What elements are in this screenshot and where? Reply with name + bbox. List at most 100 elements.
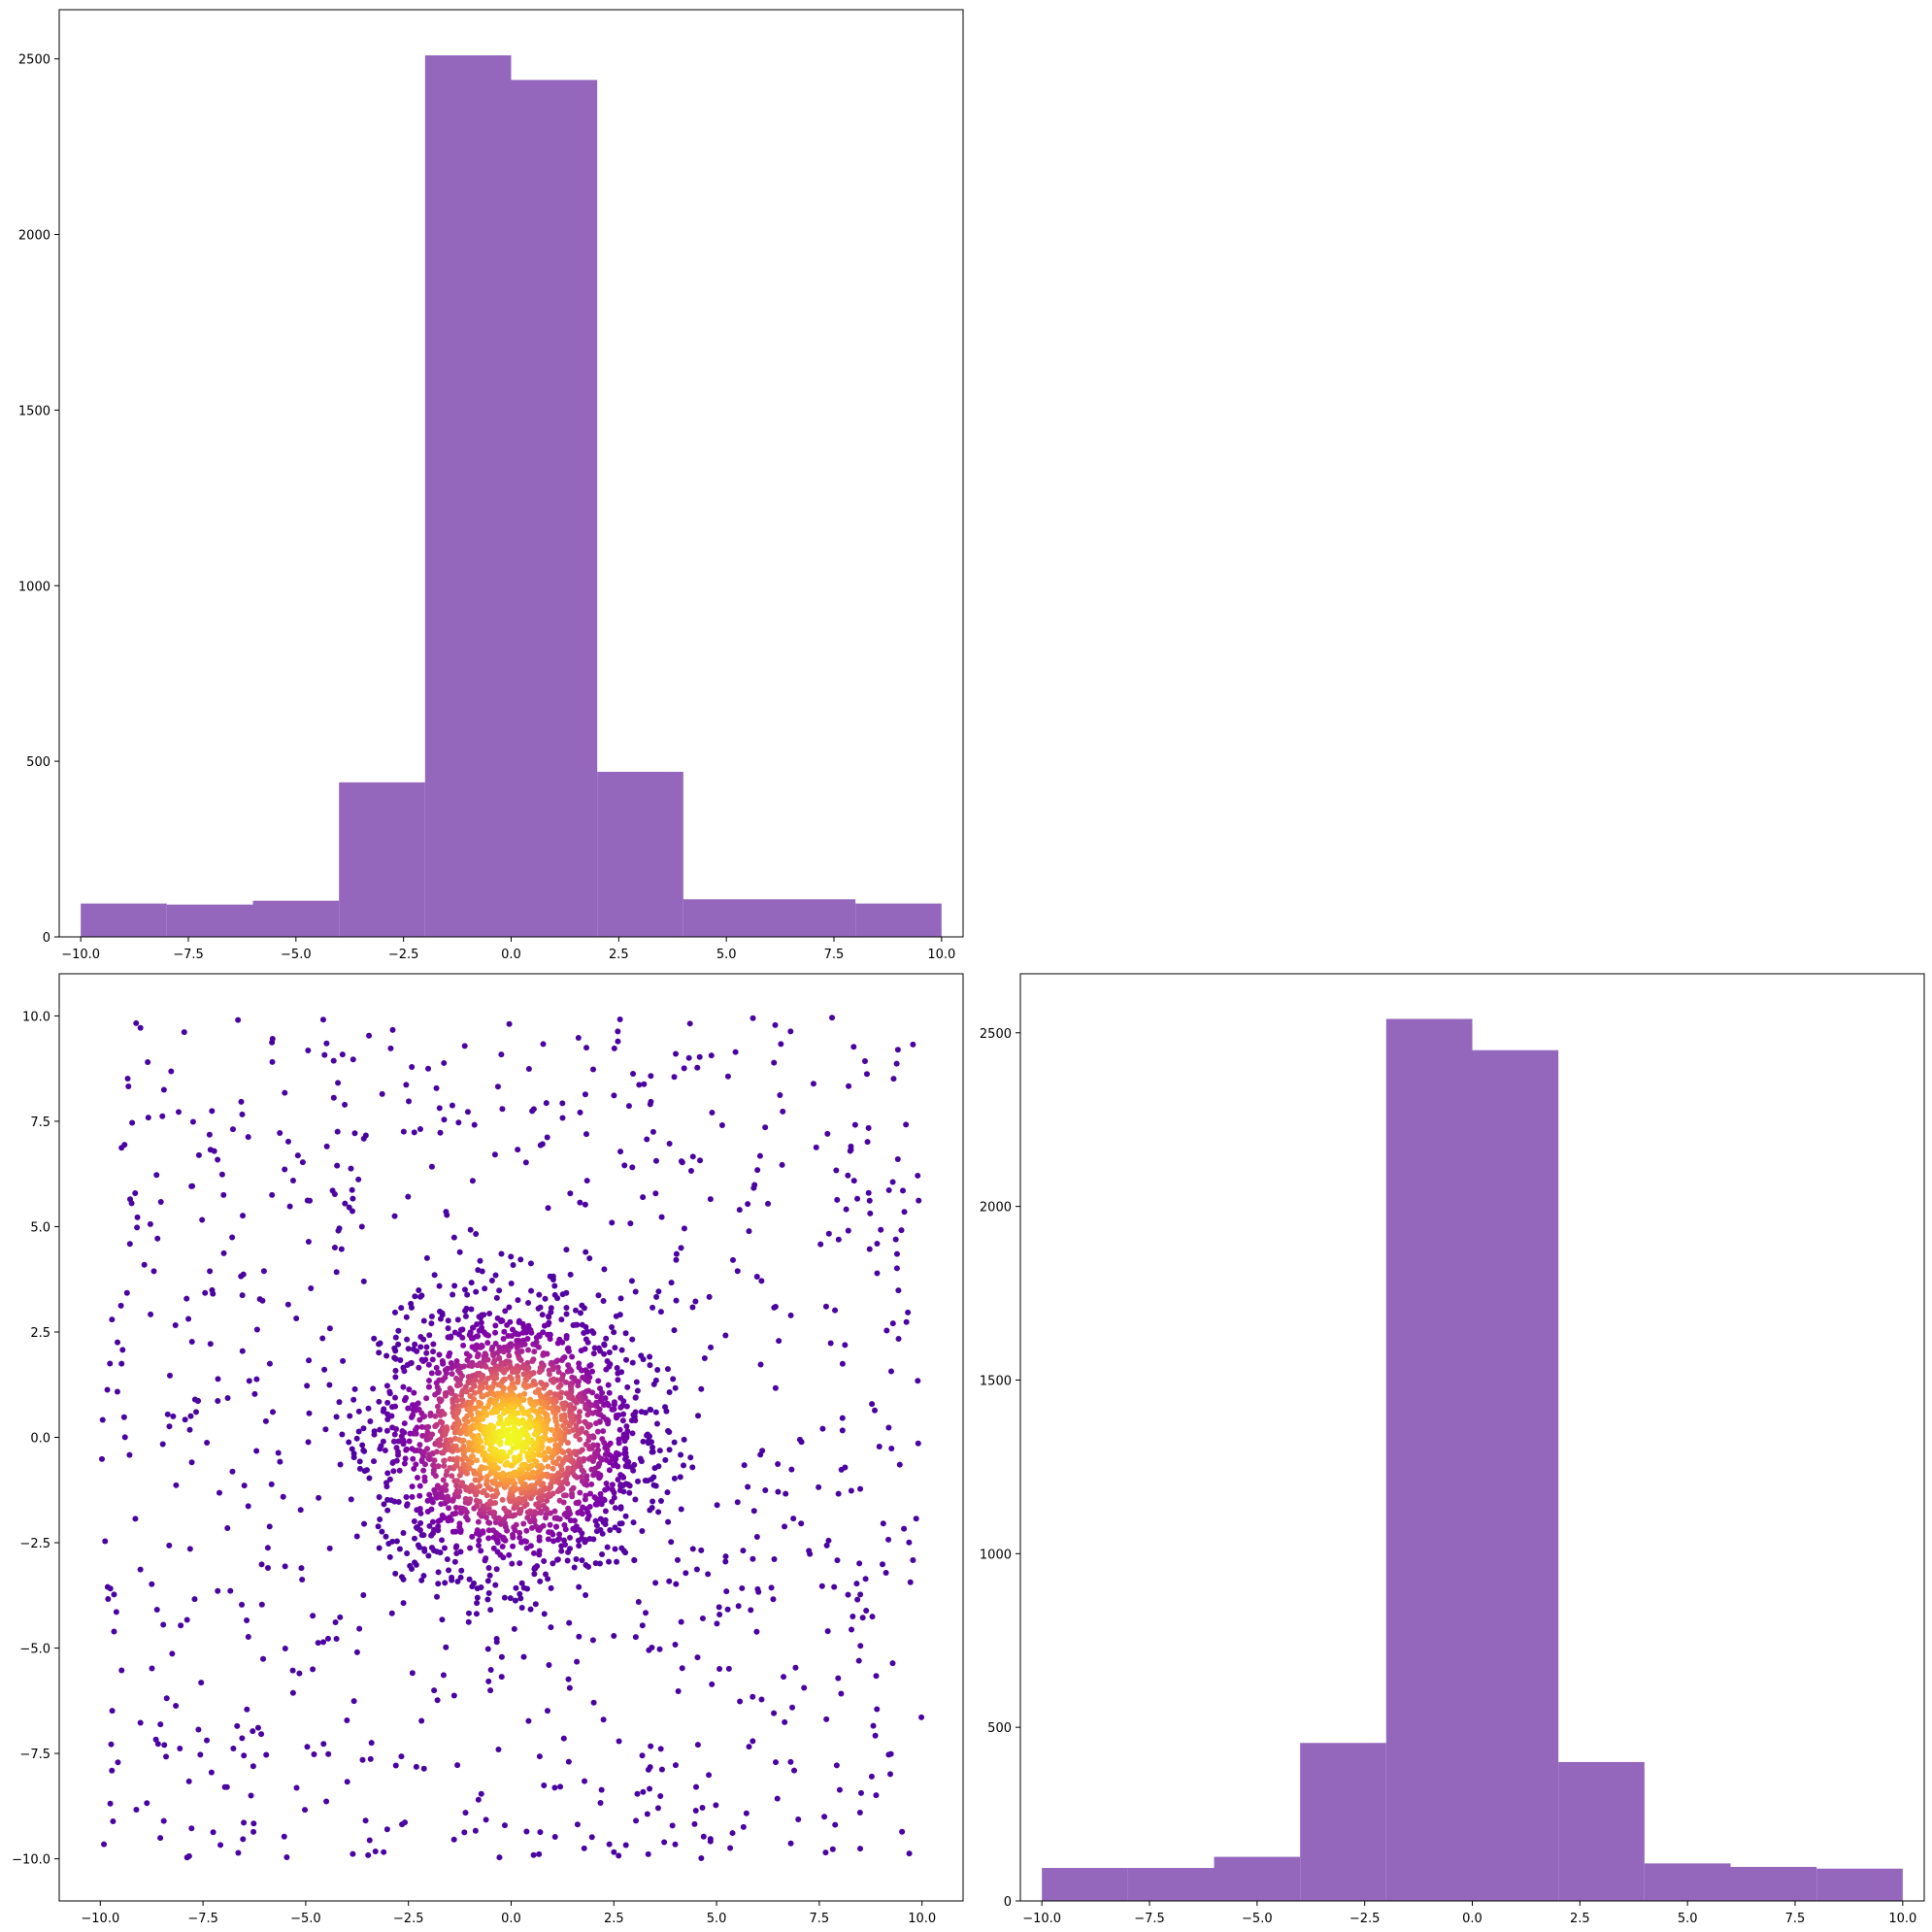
scatter-point xyxy=(582,1091,588,1098)
scatter-point xyxy=(855,1657,862,1664)
y-tick-label: 0 xyxy=(1004,1895,1012,1910)
scatter-point xyxy=(657,1309,664,1316)
scatter-point xyxy=(428,1313,435,1319)
scatter-point xyxy=(456,1520,463,1527)
scatter-point xyxy=(420,1765,427,1772)
scatter-point xyxy=(216,1489,222,1496)
x-tick-label: −7.5 xyxy=(173,948,204,962)
scatter-point xyxy=(293,1784,300,1791)
histogram-bar xyxy=(1385,1018,1473,1901)
scatter-point xyxy=(673,1581,680,1587)
scatter-point xyxy=(590,1329,597,1336)
scatter-point xyxy=(381,1849,387,1855)
scatter-point xyxy=(511,1384,517,1391)
scatter-point xyxy=(350,1056,356,1063)
scatter-point xyxy=(617,1482,624,1488)
scatter-point xyxy=(523,1366,530,1373)
scatter-point xyxy=(473,1611,480,1617)
scatter-point xyxy=(409,1670,416,1677)
scatter-point xyxy=(824,1130,831,1137)
scatter-point xyxy=(616,1852,622,1859)
scatter-point xyxy=(616,1016,623,1022)
scatter-point xyxy=(537,1829,544,1836)
scatter-point xyxy=(253,1326,260,1333)
scatter-point xyxy=(624,1383,631,1390)
scatter-point xyxy=(567,1271,574,1278)
scatter-point xyxy=(410,1412,416,1418)
scatter-point xyxy=(745,1483,751,1490)
scatter-point xyxy=(504,1321,511,1328)
scatter-point xyxy=(504,1459,511,1466)
scatter-point xyxy=(558,1416,565,1423)
scatter-point xyxy=(320,1639,327,1646)
scatter-point xyxy=(499,1543,506,1549)
scatter-point xyxy=(332,1619,339,1626)
x-tick-label: −2.5 xyxy=(388,948,419,962)
scatter-point xyxy=(195,1397,202,1404)
scatter-point xyxy=(304,1744,311,1750)
scatter-point xyxy=(650,1304,656,1311)
scatter-point xyxy=(629,1430,636,1437)
scatter-point xyxy=(227,1587,234,1594)
scatter-point xyxy=(898,1227,905,1234)
scatter-point xyxy=(348,1165,354,1172)
scatter-point xyxy=(740,1823,747,1830)
scatter-point xyxy=(592,1560,599,1567)
scatter-point xyxy=(533,1501,540,1508)
scatter-point xyxy=(115,1759,121,1766)
scatter-point xyxy=(371,1428,378,1435)
scatter-point xyxy=(185,1778,192,1784)
scatter-point xyxy=(473,1288,480,1295)
scatter-point xyxy=(414,1424,420,1431)
scatter-point xyxy=(442,1580,449,1586)
scatter-point xyxy=(372,1849,379,1855)
scatter-point xyxy=(560,1492,567,1499)
scatter-point xyxy=(178,1622,184,1629)
scatter-point xyxy=(423,1344,430,1350)
scatter-point xyxy=(722,1558,729,1565)
scatter-point xyxy=(639,1527,646,1534)
scatter-point xyxy=(446,1352,452,1359)
scatter-point xyxy=(602,1451,609,1458)
scatter-point xyxy=(464,1418,471,1425)
scatter-point xyxy=(647,1507,653,1514)
y-tick-label: 500 xyxy=(26,755,50,770)
scatter-point xyxy=(615,1370,621,1377)
scatter-point xyxy=(220,1191,227,1198)
scatter-point xyxy=(199,1216,206,1223)
scatter-point xyxy=(497,1439,504,1446)
scatter-point xyxy=(880,1520,886,1527)
scatter-point xyxy=(694,1064,701,1071)
scatter-point xyxy=(599,1551,606,1558)
scatter-point xyxy=(240,1213,247,1219)
scatter-point xyxy=(906,1539,913,1546)
scatter-point xyxy=(117,1302,124,1309)
scatter-point xyxy=(664,1366,671,1373)
scatter-point xyxy=(535,1435,542,1442)
scatter-point xyxy=(415,1542,421,1549)
scatter-point xyxy=(518,1605,525,1612)
scatter-point xyxy=(457,1574,464,1581)
scatter-point xyxy=(461,1043,468,1049)
scatter-point xyxy=(436,1351,443,1358)
scatter-point xyxy=(556,1497,563,1504)
scatter-point xyxy=(253,1448,260,1454)
scatter-point xyxy=(589,1410,596,1416)
scatter-point xyxy=(483,1816,489,1823)
scatter-point xyxy=(468,1482,475,1489)
scatter-point xyxy=(433,1084,440,1091)
scatter-point xyxy=(395,1498,402,1505)
scatter-point xyxy=(650,1444,656,1450)
y-tick-label: 1500 xyxy=(18,404,50,418)
scatter-point xyxy=(584,1339,591,1346)
x-tick-label: 7.5 xyxy=(810,1912,830,1926)
scatter-point xyxy=(408,1304,415,1311)
scatter-point xyxy=(611,1092,617,1099)
scatter-point xyxy=(485,1527,492,1534)
scatter-point xyxy=(827,1340,834,1347)
scatter-point xyxy=(869,1401,876,1408)
scatter-point xyxy=(617,1472,624,1479)
scatter-point xyxy=(403,1394,410,1401)
scatter-point xyxy=(583,1045,590,1051)
scatter-point xyxy=(650,1381,657,1387)
